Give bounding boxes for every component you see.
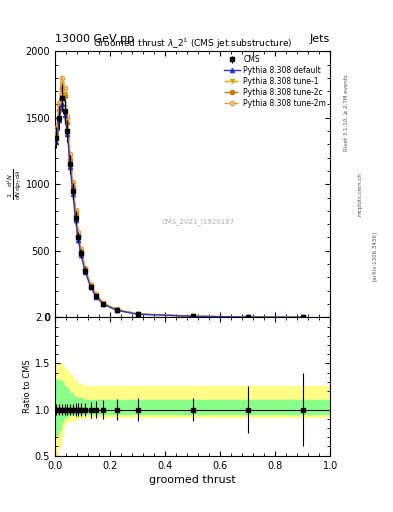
Line: Pythia 8.308 default: Pythia 8.308 default <box>54 102 305 319</box>
Pythia 8.308 default <box>115 307 119 313</box>
Pythia 8.308 tune-2m <box>68 151 73 157</box>
Pythia 8.308 default <box>135 311 140 317</box>
Pythia 8.308 tune-2m <box>60 75 64 81</box>
Pythia 8.308 tune-1 <box>94 292 99 298</box>
Pythia 8.308 tune-1 <box>115 307 119 313</box>
Pythia 8.308 tune-2c <box>73 211 78 217</box>
Pythia 8.308 tune-2m <box>190 313 195 319</box>
Pythia 8.308 tune-1 <box>300 314 305 321</box>
Pythia 8.308 default <box>88 284 93 290</box>
Pythia 8.308 tune-2c <box>101 301 105 307</box>
Pythia 8.308 tune-1 <box>101 300 105 306</box>
Pythia 8.308 tune-1 <box>54 128 59 134</box>
Pythia 8.308 tune-2c <box>57 106 62 113</box>
Y-axis label: $\frac{1}{\mathrm{d}N} \frac{\mathrm{d}^2N}{\mathrm{d}p_T\,\mathrm{d}\lambda}$: $\frac{1}{\mathrm{d}N} \frac{\mathrm{d}^… <box>6 168 24 200</box>
Pythia 8.308 tune-2m <box>54 125 59 132</box>
Pythia 8.308 default <box>101 301 105 307</box>
Pythia 8.308 tune-2c <box>94 293 99 299</box>
Pythia 8.308 tune-2c <box>62 93 67 99</box>
Pythia 8.308 default <box>60 101 64 108</box>
Pythia 8.308 tune-1 <box>76 232 81 238</box>
Pythia 8.308 tune-2m <box>73 206 78 212</box>
Y-axis label: Ratio to CMS: Ratio to CMS <box>23 360 32 413</box>
Pythia 8.308 tune-2m <box>101 300 105 306</box>
Pythia 8.308 tune-1 <box>68 155 73 161</box>
Text: Rivet 3.1.10, ≥ 2.7M events: Rivet 3.1.10, ≥ 2.7M events <box>344 74 349 151</box>
Text: mcplots.cern.ch: mcplots.cern.ch <box>358 173 363 217</box>
Pythia 8.308 tune-1 <box>88 282 93 288</box>
Pythia 8.308 tune-2c <box>54 131 59 137</box>
Pythia 8.308 tune-2c <box>71 184 75 190</box>
Pythia 8.308 tune-1 <box>73 209 78 215</box>
Pythia 8.308 tune-2c <box>83 267 88 273</box>
Pythia 8.308 default <box>190 313 195 319</box>
Pythia 8.308 tune-2m <box>300 314 305 321</box>
Pythia 8.308 tune-2c <box>245 314 250 320</box>
Pythia 8.308 tune-2m <box>62 86 67 92</box>
Pythia 8.308 tune-1 <box>245 314 250 320</box>
Pythia 8.308 default <box>54 139 59 145</box>
Pythia 8.308 tune-2m <box>79 246 84 252</box>
Pythia 8.308 default <box>65 131 70 137</box>
Pythia 8.308 tune-1 <box>62 91 67 97</box>
Pythia 8.308 tune-2c <box>79 250 84 256</box>
Pythia 8.308 default <box>245 314 250 320</box>
Line: Pythia 8.308 tune-1: Pythia 8.308 tune-1 <box>54 82 305 319</box>
Pythia 8.308 tune-2c <box>115 307 119 313</box>
Text: Jets: Jets <box>310 33 330 44</box>
Title: Groomed thrust $\lambda\_2^1$ (CMS jet substructure): Groomed thrust $\lambda\_2^1$ (CMS jet s… <box>93 37 292 51</box>
Pythia 8.308 tune-2m <box>115 306 119 312</box>
Pythia 8.308 tune-2m <box>65 113 70 119</box>
Pythia 8.308 tune-1 <box>71 181 75 187</box>
Pythia 8.308 default <box>62 112 67 118</box>
Text: [arXiv:1306.3436]: [arXiv:1306.3436] <box>371 231 376 281</box>
Pythia 8.308 tune-1 <box>60 81 64 88</box>
Pythia 8.308 tune-1 <box>65 117 70 123</box>
Legend: CMS, Pythia 8.308 default, Pythia 8.308 tune-1, Pythia 8.308 tune-2c, Pythia 8.3: CMS, Pythia 8.308 default, Pythia 8.308 … <box>222 53 328 109</box>
Text: 13000 GeV pp: 13000 GeV pp <box>55 33 134 44</box>
Pythia 8.308 tune-2m <box>135 311 140 317</box>
Pythia 8.308 default <box>300 314 305 321</box>
Pythia 8.308 tune-2m <box>76 229 81 235</box>
X-axis label: groomed thrust: groomed thrust <box>149 475 236 485</box>
Pythia 8.308 tune-1 <box>79 248 84 254</box>
Pythia 8.308 tune-2c <box>65 120 70 126</box>
Pythia 8.308 tune-1 <box>83 266 88 272</box>
Pythia 8.308 tune-2c <box>60 86 64 92</box>
Line: Pythia 8.308 tune-2m: Pythia 8.308 tune-2m <box>54 76 305 319</box>
Pythia 8.308 tune-2c <box>68 157 73 163</box>
Pythia 8.308 tune-2m <box>83 265 88 271</box>
Pythia 8.308 default <box>79 252 84 259</box>
Pythia 8.308 tune-2m <box>245 314 250 320</box>
Pythia 8.308 default <box>57 117 62 123</box>
Pythia 8.308 tune-2c <box>76 233 81 239</box>
Pythia 8.308 tune-1 <box>190 313 195 319</box>
Pythia 8.308 tune-2m <box>94 291 99 297</box>
Text: CMS_2021_I1920187: CMS_2021_I1920187 <box>162 218 235 225</box>
Pythia 8.308 default <box>94 293 99 300</box>
Pythia 8.308 tune-2m <box>57 100 62 106</box>
Pythia 8.308 tune-2m <box>88 282 93 288</box>
Pythia 8.308 default <box>76 237 81 243</box>
Pythia 8.308 tune-2c <box>135 311 140 317</box>
Pythia 8.308 default <box>68 164 73 170</box>
Pythia 8.308 default <box>83 269 88 275</box>
Pythia 8.308 default <box>73 217 78 223</box>
Pythia 8.308 tune-2c <box>88 283 93 289</box>
Pythia 8.308 default <box>71 190 75 197</box>
Pythia 8.308 tune-1 <box>57 104 62 110</box>
Pythia 8.308 tune-2m <box>71 179 75 185</box>
Pythia 8.308 tune-1 <box>135 311 140 317</box>
Line: Pythia 8.308 tune-2c: Pythia 8.308 tune-2c <box>54 87 305 319</box>
Pythia 8.308 tune-2c <box>300 314 305 321</box>
Pythia 8.308 tune-2c <box>190 313 195 319</box>
